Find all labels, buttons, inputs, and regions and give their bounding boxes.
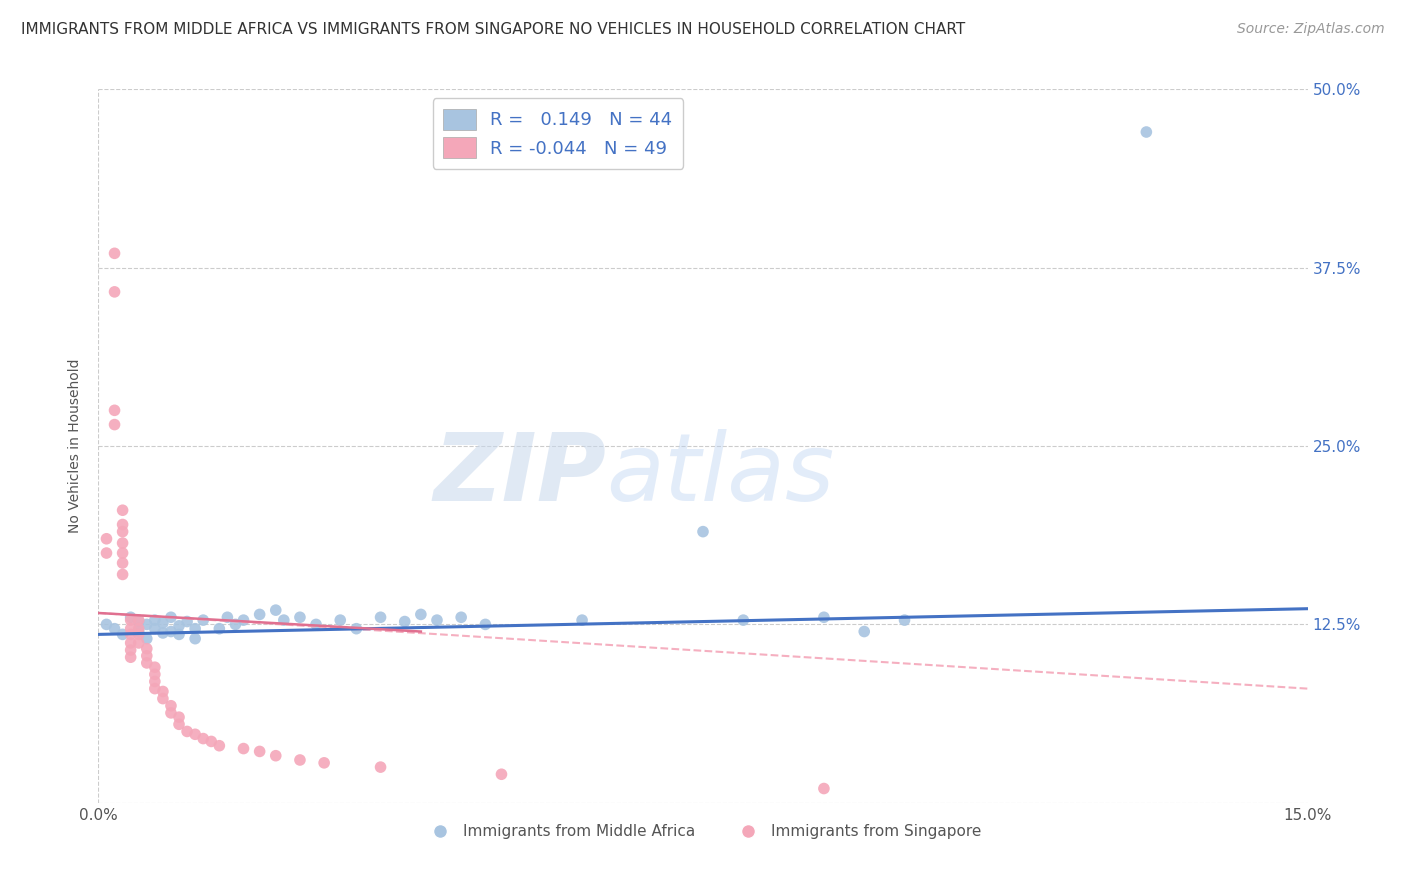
Point [249,607,271,622]
Point [143,622,166,636]
Point [224,617,246,632]
Point [167,717,190,731]
Point [813,610,835,624]
Point [217,610,239,624]
Point [143,660,166,674]
Point [143,667,166,681]
Point [571,613,593,627]
Point [273,613,295,627]
Point [200,734,222,748]
Point [152,684,174,698]
Point [160,610,183,624]
Point [264,603,287,617]
Point [232,613,254,627]
Point [96,617,118,632]
Point [160,706,183,720]
Point [160,698,183,713]
Point [853,624,876,639]
Point [111,627,134,641]
Point [103,622,125,636]
Point [329,613,352,627]
Point [120,610,142,624]
Point [394,615,416,629]
Point [409,607,432,622]
Point [128,622,150,636]
Point [96,532,118,546]
Point [103,246,125,260]
Point [135,656,157,670]
Point [135,648,157,663]
Point [733,613,755,627]
Text: atlas: atlas [606,429,835,520]
Point [288,753,311,767]
Point [314,756,336,770]
Point [692,524,714,539]
Point [111,536,134,550]
Point [143,681,166,696]
Point [305,617,328,632]
Point [167,710,190,724]
Point [288,610,311,624]
Point [474,617,496,632]
Point [167,619,190,633]
Y-axis label: No Vehicles in Household: No Vehicles in Household [69,359,83,533]
Point [1135,125,1157,139]
Text: Source: ZipAtlas.com: Source: ZipAtlas.com [1237,22,1385,37]
Point [344,622,367,636]
Point [813,781,835,796]
Point [450,610,472,624]
Point [176,724,198,739]
Point [120,636,142,650]
Point [120,627,142,641]
Point [893,613,915,627]
Point [111,546,134,560]
Text: IMMIGRANTS FROM MIDDLE AFRICA VS IMMIGRANTS FROM SINGAPORE NO VEHICLES IN HOUSEH: IMMIGRANTS FROM MIDDLE AFRICA VS IMMIGRA… [21,22,966,37]
Point [135,617,157,632]
Point [208,739,231,753]
Point [128,615,150,629]
Point [184,622,207,636]
Text: ZIP: ZIP [433,428,606,521]
Point [128,627,150,641]
Point [128,613,150,627]
Point [184,632,207,646]
Point [193,731,215,746]
Point [103,417,125,432]
Point [152,691,174,706]
Point [152,615,174,630]
Point [232,741,254,756]
Point [111,524,134,539]
Point [208,622,231,636]
Point [103,285,125,299]
Point [135,641,157,656]
Point [111,556,134,570]
Point [491,767,513,781]
Point [184,727,207,741]
Point [120,613,142,627]
Point [176,615,198,629]
Point [160,624,183,639]
Point [111,567,134,582]
Point [193,613,215,627]
Point [120,650,142,665]
Legend: Immigrants from Middle Africa, Immigrants from Singapore: Immigrants from Middle Africa, Immigrant… [418,818,988,845]
Point [135,632,157,646]
Point [167,627,190,641]
Point [120,622,142,636]
Point [103,403,125,417]
Point [143,674,166,689]
Point [111,517,134,532]
Point [120,643,142,657]
Point [249,744,271,758]
Point [370,760,392,774]
Point [128,636,150,650]
Point [264,748,287,763]
Point [111,503,134,517]
Point [152,626,174,640]
Point [426,613,449,627]
Point [143,613,166,627]
Point [370,610,392,624]
Point [128,624,150,639]
Point [96,546,118,560]
